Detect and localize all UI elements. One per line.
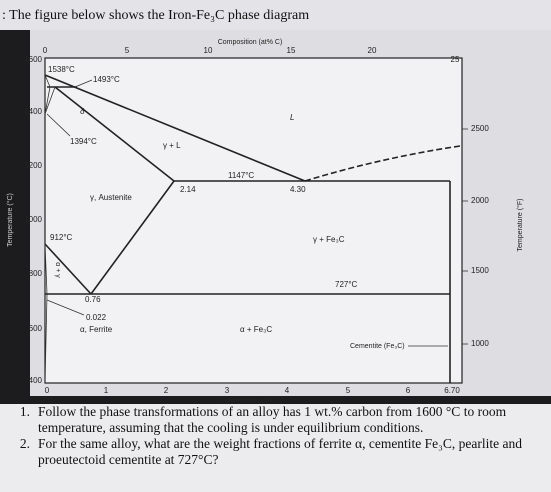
left-tick: 800 — [29, 269, 43, 278]
label: 727°C — [335, 280, 358, 289]
dark-edge — [0, 396, 551, 404]
bottom-tick: 6 — [406, 386, 411, 395]
label: 1493°C — [93, 75, 120, 84]
label: 0.76 — [85, 295, 101, 304]
alpha-solvus — [44, 293, 48, 384]
question-text: For the same alloy, what are the weight … — [38, 436, 522, 467]
label: 1147°C — [228, 171, 254, 180]
alpha-boundary — [44, 243, 48, 295]
label: 4.30 — [290, 185, 306, 194]
bottom-tick: 4 — [285, 386, 290, 395]
question-number: 2. — [19, 436, 30, 451]
top-tick: 10 — [204, 46, 213, 55]
label: Cementite (Fe₃C) — [350, 343, 405, 350]
acm-line — [90, 180, 175, 295]
question-text: Follow the phase transformations of an a… — [38, 404, 507, 435]
left-tick: 1400 — [24, 107, 42, 116]
leader — [46, 113, 71, 137]
plot-frame — [44, 57, 463, 384]
question: 1. Follow the phase transformations of an… — [0, 404, 551, 436]
liquidus — [44, 74, 306, 182]
top-tick: 0 — [43, 46, 48, 55]
label: α + γ — [54, 262, 61, 278]
label: γ, Austenite — [90, 193, 132, 202]
right-tick-label: 2000 — [471, 196, 489, 205]
top-tick: 25 — [451, 55, 460, 64]
right-axis-title: Temperature (°F) — [516, 199, 524, 252]
dark-edge — [0, 30, 30, 404]
left-axis-title: Temperature (°C) — [6, 193, 14, 247]
right-tick-label: 2500 — [471, 124, 489, 133]
left-tick: 1600 — [24, 55, 42, 64]
header: : The figure below shows the Iron-Fe₃C p… — [2, 8, 310, 23]
bottom-tick: 0 — [45, 386, 50, 395]
bottom-axis-title: Composition (wt% C) — [217, 397, 283, 404]
top-tick: 15 — [287, 46, 296, 55]
phase-diagram: Composition (at% C) 0 5 10 15 20 25 1600… — [0, 30, 551, 404]
bottom-tick: 6.70 — [444, 386, 460, 395]
delta-boundary — [44, 86, 56, 115]
label: γ + L — [163, 141, 181, 150]
label: α + Fe₃C — [240, 325, 272, 334]
left-tick: 600 — [29, 324, 43, 333]
delta-boundary — [44, 74, 51, 88]
label: L — [290, 113, 294, 122]
a3-line — [44, 243, 92, 295]
label: α, Ferrite — [80, 325, 113, 334]
leader — [74, 79, 93, 88]
label: 1538°C — [48, 65, 75, 74]
label: 912°C — [50, 233, 73, 242]
top-tick: 20 — [368, 46, 377, 55]
left-tick: 400 — [29, 376, 43, 385]
label: δ — [80, 107, 85, 116]
top-axis-title: Composition (at% C) — [218, 39, 283, 46]
bottom-tick: 3 — [225, 386, 230, 395]
questions: 1. Follow the phase transformations of an… — [0, 404, 551, 492]
liquidus-fe3c — [304, 145, 461, 182]
left-tick: 1200 — [24, 161, 42, 170]
solidus — [54, 86, 175, 182]
right-tick-label: 1000 — [471, 339, 489, 348]
label: 2.14 — [180, 185, 196, 194]
bottom-tick: 2 — [164, 386, 169, 395]
right-tick-label: 1500 — [471, 266, 489, 275]
delta-boundary — [44, 86, 51, 115]
question-number: 1. — [19, 404, 30, 419]
left-tick: 1000 — [24, 215, 42, 224]
fe-label: (Fe) — [41, 397, 54, 404]
label: γ + Fe₃C — [313, 235, 345, 244]
top-tick: 5 — [125, 46, 130, 55]
label: 0.022 — [86, 313, 107, 322]
bottom-tick: 1 — [104, 386, 109, 395]
question: 2. For the same alloy, what are the weigh… — [0, 436, 551, 468]
label: 1394°C — [70, 137, 97, 146]
leader — [46, 299, 85, 316]
bottom-tick: 5 — [346, 386, 351, 395]
